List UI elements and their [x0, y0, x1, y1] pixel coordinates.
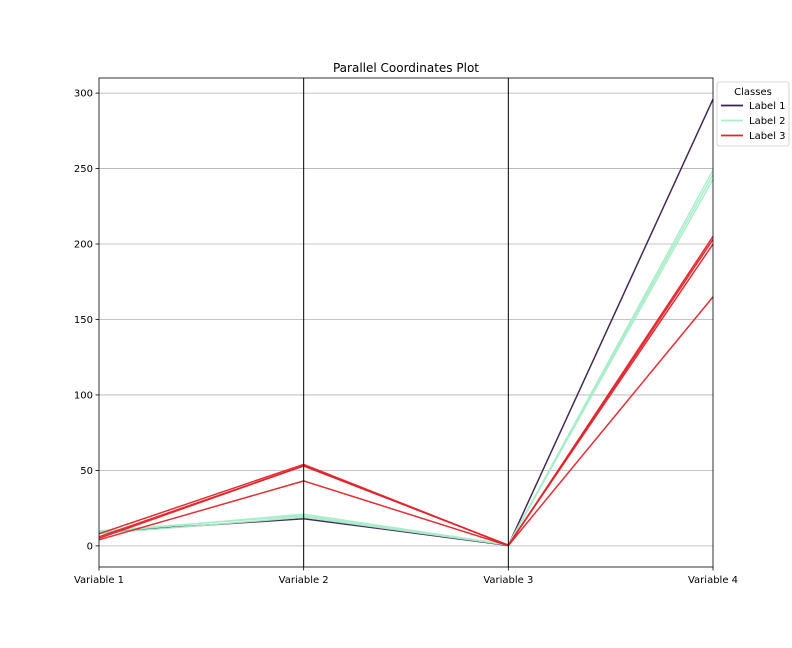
- y-tick-label-300: 300: [74, 89, 93, 100]
- legend-entry-2: Label 2: [749, 116, 786, 127]
- y-tick-label-0: 0: [87, 541, 93, 552]
- x-tick-label-1: Variable 1: [74, 575, 124, 586]
- legend-entry-1: Label 1: [749, 101, 786, 112]
- legend: Classes Label 1 Label 2 Label 3: [716, 81, 790, 147]
- y-tick-label-150: 150: [74, 315, 93, 326]
- plot-frame: [98, 77, 714, 568]
- series-line-7: [98, 243, 714, 547]
- series-lines-layer: [98, 98, 714, 547]
- series-line-4: [98, 169, 714, 546]
- chart-title: Parallel Coordinates Plot: [333, 61, 479, 75]
- x-tick-label-2: Variable 2: [279, 575, 329, 586]
- x-tick-label-3: Variable 3: [483, 575, 533, 586]
- y-tick-label-250: 250: [74, 164, 93, 175]
- y-tick-label-100: 100: [74, 390, 93, 401]
- axes-layer: Variable 1 Variable 2 Variable 3 Variable 4…: [74, 77, 738, 586]
- grid-layer: [99, 92, 713, 547]
- y-tick-label-50: 50: [80, 466, 93, 477]
- legend-box: [716, 81, 790, 147]
- legend-entry-3: Label 3: [749, 131, 786, 142]
- series-line-8: [98, 296, 714, 547]
- legend-title: Classes: [734, 87, 772, 98]
- x-tick-label-4: Variable 4: [688, 575, 738, 586]
- y-tick-label-200: 200: [74, 240, 93, 251]
